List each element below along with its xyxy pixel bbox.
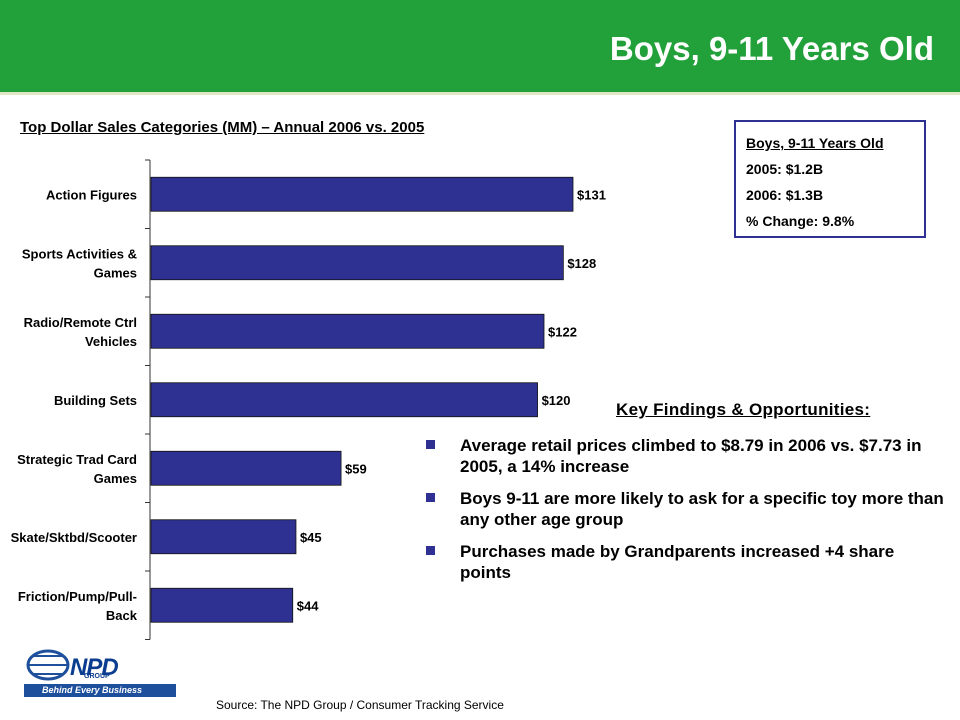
category-label: Vehicles	[85, 334, 137, 349]
bar-value-label: $59	[345, 461, 367, 476]
bar-value-label: $44	[297, 598, 319, 613]
logo-wordmark: NPD	[70, 654, 119, 681]
finding-text: Purchases made by Grandparents increased…	[460, 542, 895, 582]
bar-value-label: $122	[548, 324, 577, 339]
bar	[150, 313, 545, 349]
bar-value-label: $120	[542, 393, 571, 408]
summary-box: Boys, 9-11 Years Old 2005: $1.2B 2006: $…	[734, 120, 926, 238]
square-bullet-icon	[426, 546, 435, 555]
bar	[150, 519, 297, 555]
square-bullet-icon	[426, 440, 435, 449]
summary-2005: 2005: $1.2B	[746, 161, 824, 177]
npd-logo: NPD GROUP Behind Every Business Decision	[24, 648, 179, 708]
bar	[150, 245, 564, 281]
category-label: Skate/Sktbd/Scooter	[11, 530, 137, 545]
finding-text: Average retail prices climbed to $8.79 i…	[460, 436, 922, 476]
bar	[150, 450, 342, 486]
category-label: Building Sets	[54, 393, 137, 408]
finding-item: Average retail prices climbed to $8.79 i…	[424, 435, 944, 477]
bar	[150, 176, 574, 212]
category-label: Radio/Remote Ctrl	[24, 315, 137, 330]
category-label: Friction/Pump/Pull-	[18, 589, 137, 604]
globe-icon	[26, 649, 70, 681]
category-label: Action Figures	[46, 187, 137, 202]
category-label: Sports Activities &	[22, 246, 137, 261]
category-label: Games	[94, 471, 137, 486]
logo-tagline: Behind Every Business Decision	[24, 684, 176, 708]
finding-item: Boys 9-11 are more likely to ask for a s…	[424, 488, 944, 530]
chart-title: Top Dollar Sales Categories (MM) – Annua…	[20, 119, 425, 136]
summary-heading: Boys, 9-11 Years Old	[746, 135, 884, 151]
category-label: Games	[94, 265, 137, 280]
category-label: Strategic Trad Card	[17, 452, 137, 467]
bar	[150, 382, 538, 418]
finding-item: Purchases made by Grandparents increased…	[424, 541, 944, 583]
logo-group-text: GROUP	[84, 673, 110, 680]
bar	[150, 587, 294, 623]
bar-value-label: $128	[567, 256, 596, 271]
summary-change: % Change: 9.8%	[746, 213, 855, 229]
bar-value-label: $45	[300, 530, 322, 545]
summary-2006: 2006: $1.3B	[746, 187, 824, 203]
category-label: Back	[106, 608, 138, 623]
findings-list: Average retail prices climbed to $8.79 i…	[424, 435, 944, 594]
square-bullet-icon	[426, 493, 435, 502]
findings-title: Key Findings & Opportunities:	[616, 400, 871, 419]
bar-value-label: $131	[577, 187, 606, 202]
slide-title: Boys, 9-11 Years Old	[609, 30, 934, 67]
header-band	[0, 0, 960, 92]
source-note: Source: The NPD Group / Consumer Trackin…	[216, 698, 504, 712]
bar-chart: $131 Action Figures $128 Sports Activities …	[11, 159, 606, 640]
header-divider	[0, 92, 960, 95]
finding-text: Boys 9-11 are more likely to ask for a s…	[460, 489, 944, 529]
